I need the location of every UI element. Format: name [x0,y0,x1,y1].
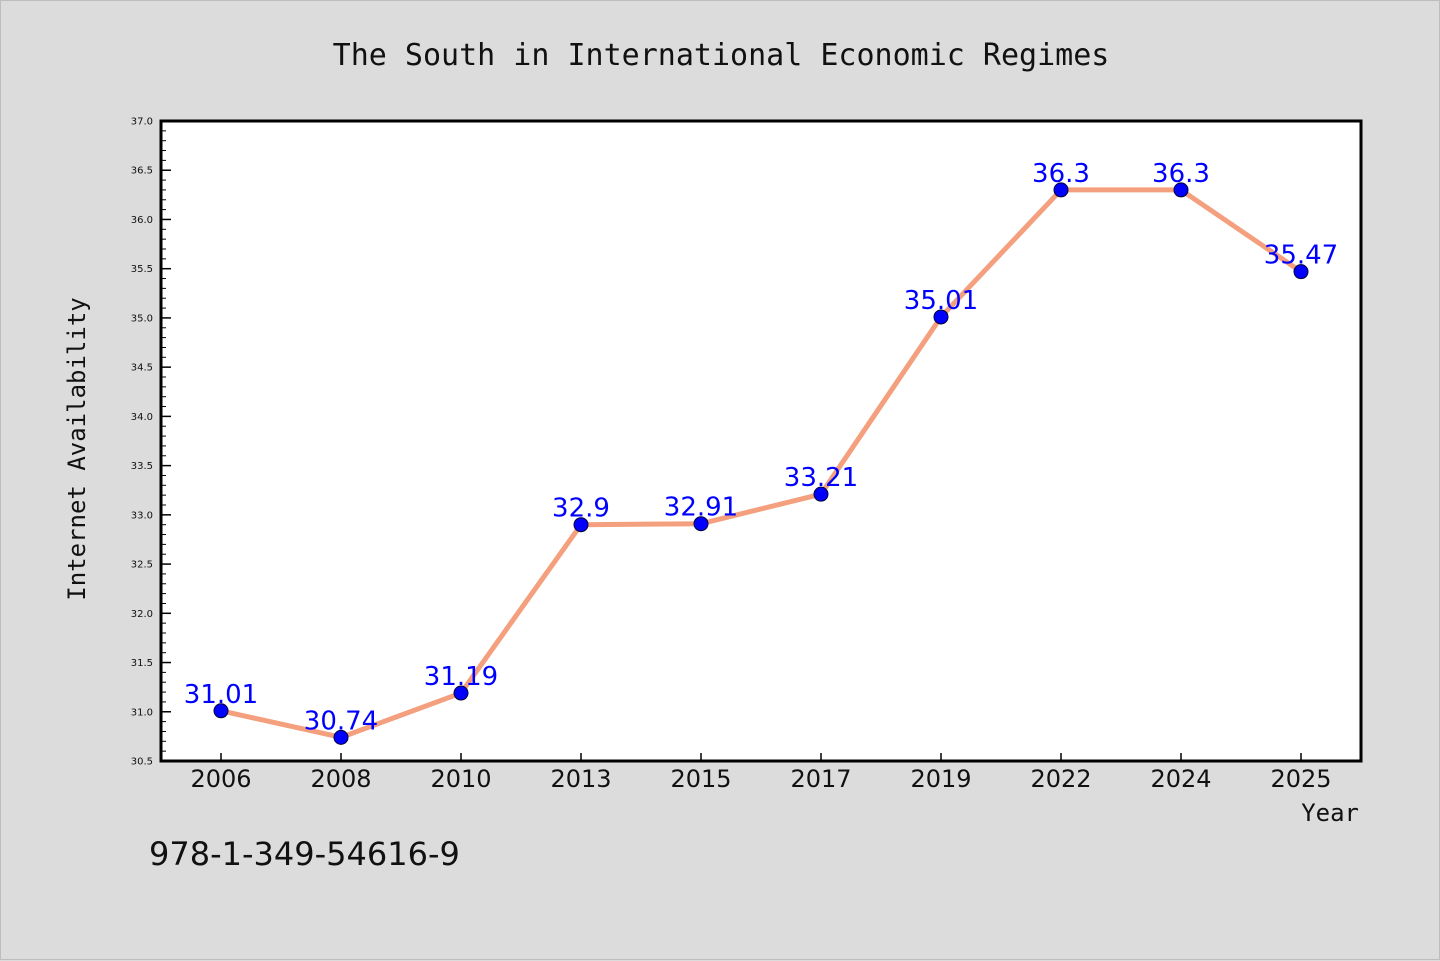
series-layer [213,182,1309,745]
data-point [1293,264,1309,280]
y-tick-label: 31.0 [131,707,153,718]
data-point [1053,182,1069,198]
chart-title: The South in International Economic Regi… [333,38,1110,73]
data-label: 35.47 [1264,241,1338,271]
y-axis-title: Internet Availability [63,297,91,600]
data-label: 33.21 [784,463,858,493]
y-tick-label: 34.5 [131,363,153,374]
data-label: 36.3 [1032,159,1090,189]
data-label: 32.91 [664,493,738,523]
data-point [1173,182,1189,198]
series-line [218,187,1304,740]
data-point [693,516,709,532]
data-point [333,729,349,745]
x-tick-label: 2024 [1150,765,1211,793]
data-point [933,309,949,325]
y-tick-label: 35.0 [131,313,153,324]
data-label: 32.9 [552,494,610,524]
y-tick-label: 37.0 [131,117,153,128]
y-tick-label: 36.0 [131,215,153,226]
y-tick-label: 36.5 [131,166,153,177]
y-tick-label: 33.0 [131,510,153,521]
x-tick-label: 2013 [550,765,611,793]
data-label: 31.01 [184,680,258,710]
data-label: 30.74 [304,706,378,736]
y-axis: 30.5 31.0 31.5 32.0 32.5 33.0 33.5 34.0 34.5 35.0… [131,117,171,768]
x-tick-label: 2006 [190,765,251,793]
data-label: 35.01 [904,286,978,316]
isbn-text: 978-1-349-54616-9 [149,835,460,873]
y-tick-label: 30.5 [131,757,153,768]
x-tick-label: 2025 [1270,765,1331,793]
x-tick-label: 2017 [790,765,851,793]
data-label: 36.3 [1152,159,1210,189]
y-tick-label: 35.5 [131,264,153,275]
x-tick-label: 2019 [910,765,971,793]
data-labels-layer: 31.01 30.74 31.19 32.9 32.91 33.21 35.01 36.3 36… [184,159,1338,736]
data-point [573,517,589,533]
x-tick-label: 2022 [1030,765,1091,793]
x-tick-label: 2008 [310,765,371,793]
x-axis-title: Year [1301,799,1359,827]
x-axis: 2006 2008 2010 2013 2015 2017 2019 2022 2024 2025 [190,753,1332,793]
y-tick-label: 33.5 [131,461,153,472]
data-point [453,685,469,701]
data-point [813,486,829,502]
y-tick-label: 34.0 [131,412,153,423]
x-tick-label: 2015 [670,765,731,793]
data-label: 31.19 [424,662,498,692]
plot-area [159,119,1363,763]
y-tick-label: 32.5 [131,560,153,571]
y-tick-label: 32.0 [131,609,153,620]
y-tick-label: 31.5 [131,658,153,669]
data-point [213,703,229,719]
x-tick-label: 2010 [430,765,491,793]
